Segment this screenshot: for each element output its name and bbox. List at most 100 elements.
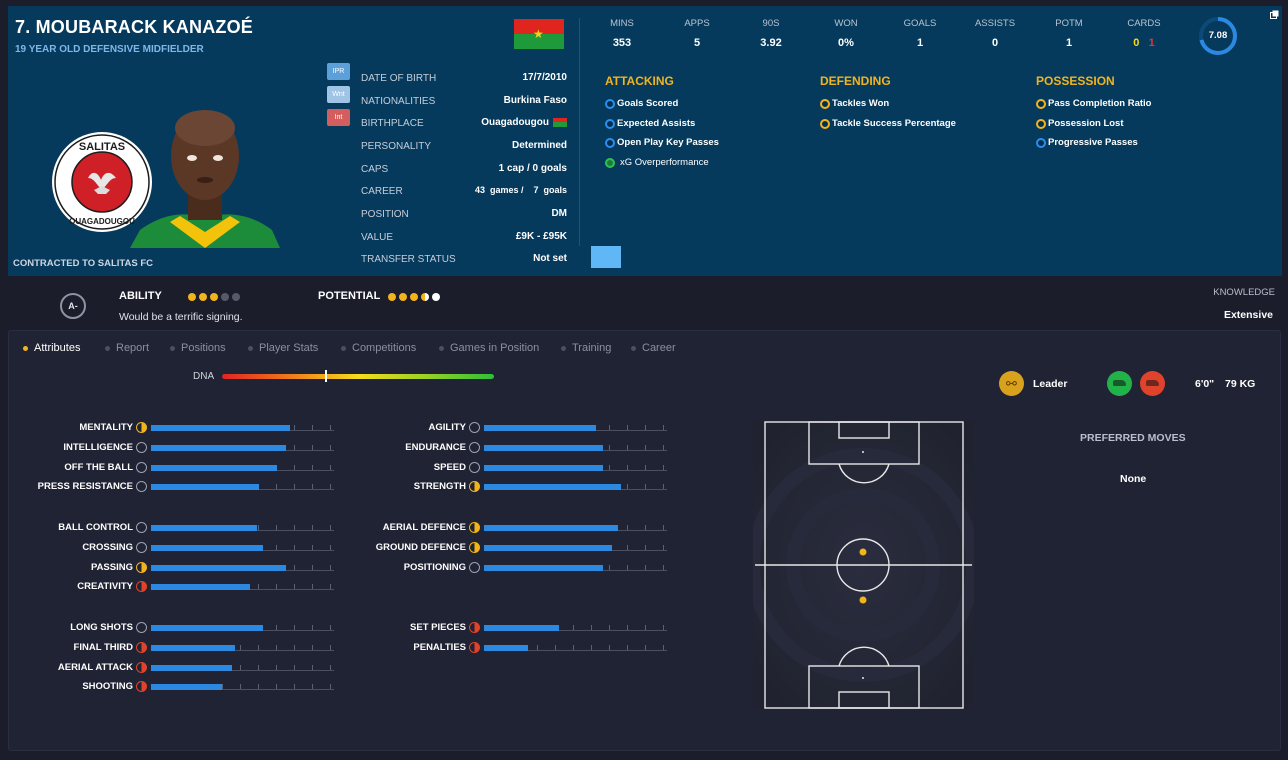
info-row-value: VALUE £9K - £95K (361, 226, 567, 248)
attribute-key-icon (469, 541, 480, 553)
star-icon (188, 293, 196, 301)
tab-player-stats[interactable]: Player Stats (248, 342, 318, 354)
info-row-nationalities[interactable]: NATIONALITIES Burkina Faso (361, 90, 567, 112)
attribute-row-ball-control[interactable]: BALL CONTROL (58, 520, 334, 536)
info-value[interactable]: Not set (533, 253, 567, 264)
tab-positions[interactable]: Positions (170, 342, 226, 354)
attribute-name: STRENGTH (413, 481, 466, 493)
attribute-row-shooting[interactable]: SHOOTING (82, 679, 334, 695)
role-possession-lost[interactable]: Possession Lost (1036, 118, 1124, 132)
attribute-row-mentality[interactable]: MENTALITY (79, 420, 334, 436)
attribute-row-crossing[interactable]: CROSSING (82, 540, 334, 556)
natural-position-dot[interactable] (859, 596, 867, 604)
tab-attributes[interactable]: Attributes (23, 342, 80, 354)
stat-cards: CARDS 0 1 (1114, 18, 1174, 49)
attribute-row-long-shots[interactable]: LONG SHOTS (70, 620, 334, 636)
leader-label: Leader (1033, 378, 1068, 390)
interest-button[interactable]: Int (327, 109, 350, 126)
role-open-play-key-passes[interactable]: Open Play Key Passes (605, 137, 719, 151)
attribute-row-aerial-defence[interactable]: AERIAL DEFENCE (383, 520, 667, 536)
role-progressive-passes[interactable]: Progressive Passes (1036, 137, 1138, 151)
info-value[interactable]: Burkina Faso (503, 95, 567, 106)
attribute-row-ground-defence[interactable]: GROUND DEFENCE (376, 540, 667, 556)
role-label: Tackles Won (832, 98, 890, 109)
wanted-button[interactable]: Wnt (327, 86, 350, 103)
attribute-row-off-the-ball[interactable]: OFF THE BALL (64, 460, 334, 476)
attribute-name: SET PIECES (410, 622, 466, 633)
attribute-row-strength[interactable]: STRENGTH (414, 479, 667, 495)
attribute-bar (484, 525, 618, 531)
attribute-row-passing[interactable]: PASSING (91, 560, 334, 576)
ipr-button[interactable]: IPR (327, 63, 350, 80)
info-row-date-of-birth: DATE OF BIRTH 17/7/2010 (361, 67, 567, 89)
attribute-row-positioning[interactable]: POSITIONING (404, 560, 667, 576)
attribute-row-endurance[interactable]: ENDURANCE (405, 440, 667, 456)
role-tackle-success[interactable]: Tackle Success Percentage (820, 118, 956, 132)
role-xg-overperformance[interactable]: xG Overperformance (605, 157, 709, 171)
role-tackles-won[interactable]: Tackles Won (820, 98, 889, 112)
attribute-name: OFF THE BALL (64, 461, 133, 473)
tab-indicator (248, 346, 253, 351)
birthplace-value: Ouagadougou (481, 117, 549, 128)
tab-games-in-position[interactable]: Games in Position (439, 342, 539, 354)
info-label: BIRTHPLACE (361, 118, 424, 129)
tab-competitions[interactable]: Competitions (341, 342, 416, 354)
info-row-transfer-status[interactable]: TRANSFER STATUS Not set (361, 248, 567, 270)
attribute-row-penalties[interactable]: PENALTIES (413, 640, 667, 656)
attribute-key-icon (469, 641, 480, 653)
info-label: DATE OF BIRTH (361, 73, 437, 84)
stat-label: CARDS (1127, 18, 1161, 29)
attribute-key-icon (136, 681, 147, 693)
stat-goals: GOALS 1 (890, 18, 950, 49)
attribute-name: GROUND DEFENCE (375, 541, 466, 553)
player-name: 7. MOUBARACK KANAZOÉ (15, 17, 253, 37)
star-icon (388, 293, 396, 301)
tab-label: Positions (181, 342, 226, 354)
attribute-key-icon (469, 422, 480, 433)
role-expected-assists[interactable]: Expected Assists (605, 118, 695, 132)
attribute-row-aerial-attack[interactable]: AERIAL ATTACK (58, 660, 334, 676)
tab-career[interactable]: Career (631, 342, 676, 354)
colour-swatch-button[interactable] (591, 246, 621, 268)
attribute-row-set-pieces[interactable]: SET PIECES (410, 620, 667, 636)
stat-value: 0% (838, 37, 854, 49)
attribute-row-intelligence[interactable]: INTELLIGENCE (63, 440, 334, 456)
attribute-bar (151, 444, 287, 451)
tab-report[interactable]: Report (105, 342, 149, 354)
club-crest-icon[interactable]: SALITAS OUAGADOUGOU (50, 130, 154, 234)
stat-assists: ASSISTS 0 (965, 18, 1025, 49)
position-pitch-map[interactable] (753, 420, 974, 710)
stat-value: 3.92 (760, 37, 782, 49)
attribute-name: PENALTIES (413, 641, 466, 653)
attribute-bar (151, 684, 223, 691)
attribute-track (484, 625, 667, 631)
role-goals-scored[interactable]: Goals Scored (605, 98, 678, 112)
copy-icon[interactable] (1270, 10, 1279, 19)
star-icon (210, 293, 218, 301)
attribute-row-creativity[interactable]: CREATIVITY (77, 579, 334, 595)
attribute-row-speed[interactable]: SPEED (434, 460, 667, 476)
contract-text[interactable]: CONTRACTED TO SALITAS FC (13, 258, 154, 269)
potential-stars (388, 292, 443, 302)
attribute-row-final-third[interactable]: FINAL THIRD (74, 640, 334, 656)
rating-value: 7.08 (1208, 30, 1228, 41)
attribute-name: SHOOTING (82, 681, 133, 693)
attribute-row-press-resistance[interactable]: PRESS RESISTANCE (38, 479, 334, 495)
attribute-key-icon (136, 541, 147, 553)
role-pass-completion[interactable]: Pass Completion Ratio (1036, 98, 1151, 112)
natural-position-dot[interactable] (859, 548, 867, 556)
tab-training[interactable]: Training (561, 342, 611, 354)
star-icon (199, 293, 207, 301)
rating-ring-icon (1199, 17, 1237, 55)
tab-label: Career (642, 342, 676, 354)
attribute-name: CREATIVITY (77, 581, 133, 593)
leader-trait-icon[interactable]: ⚯ (999, 371, 1024, 396)
role-label: Expected Assists (617, 118, 696, 129)
knowledge-value: Extensive (1223, 309, 1273, 321)
radio-icon (605, 138, 615, 148)
attribute-row-agility[interactable]: AGILITY (429, 420, 667, 436)
dna-label: DNA (193, 371, 215, 382)
stat-label: POTM (1055, 18, 1083, 29)
attribute-bar (151, 584, 250, 591)
right-foot-icon (1140, 371, 1165, 396)
